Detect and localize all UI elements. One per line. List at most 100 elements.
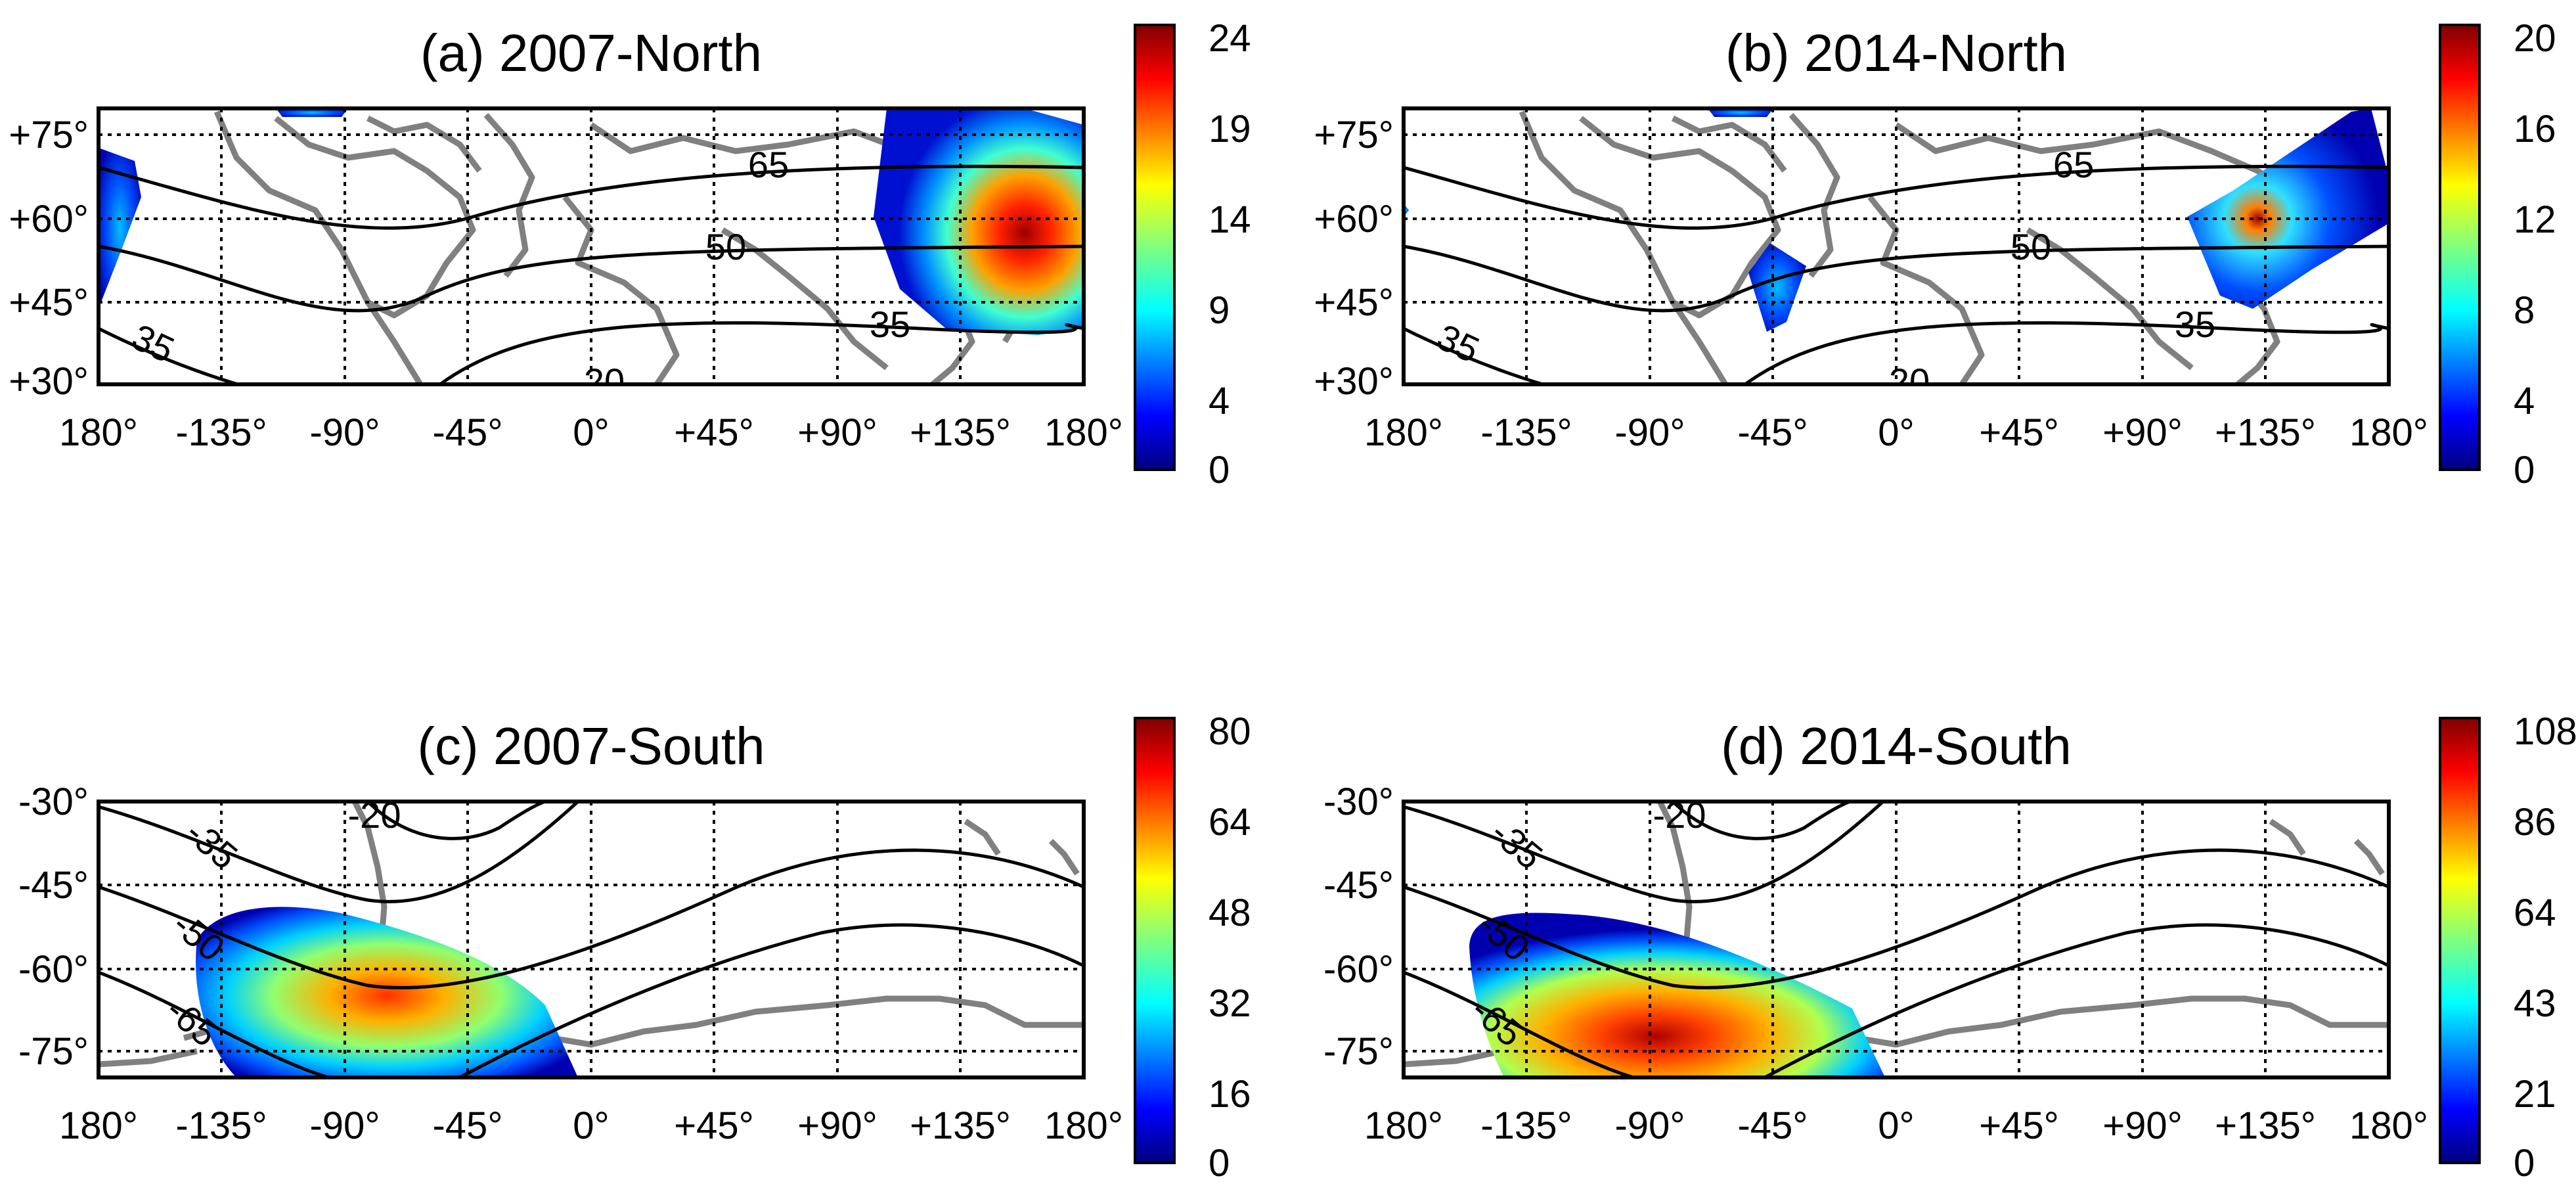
- map-frame: [97, 800, 1086, 1079]
- lon-tick-label: +90°: [797, 1104, 877, 1147]
- lat-tick-label: -75°: [18, 1030, 89, 1073]
- colorbar-gradient: [2439, 24, 2481, 471]
- map-frame: [1402, 106, 2391, 386]
- grid: [1404, 802, 2389, 1077]
- colorbar-gradient: [1134, 24, 1176, 471]
- contour-label: -35: [178, 811, 245, 877]
- lon-tick-label: 180°: [2349, 411, 2428, 454]
- contour-label: 50: [2010, 226, 2051, 267]
- lat-ticks: -30° -45° -60° -75°: [1323, 780, 1394, 1073]
- lon-tick-label: +90°: [2102, 1104, 2183, 1147]
- lon-ticks: 180° -135° -90° -45° 0° +45° +90° +135° …: [59, 411, 1123, 454]
- panel-title: (c) 2007-South: [417, 717, 765, 775]
- lon-tick-label: +45°: [674, 411, 754, 454]
- colorbar-tick-label: 16: [1209, 1073, 1251, 1116]
- lon-tick-label: +45°: [1979, 411, 2059, 454]
- density-region: [1748, 243, 1806, 332]
- lon-tick-label: 180°: [59, 411, 138, 454]
- colorbar: 80 64 48 32 16 0: [1134, 710, 1251, 1185]
- colorbar-tick-label: 16: [2514, 108, 2556, 150]
- lon-tick-label: -90°: [309, 411, 380, 454]
- coastlines: [1519, 110, 2389, 384]
- colorbar-tick-label: 4: [2514, 380, 2535, 422]
- colorbar-tick-label: 12: [2514, 198, 2556, 241]
- contour-label: 65: [748, 144, 789, 185]
- colorbar-tick-label: 64: [2514, 892, 2556, 934]
- lon-tick-label: -45°: [1737, 411, 1808, 454]
- lat-ticks: +75° +60° +45° +30°: [9, 114, 89, 403]
- lat-tick-label: -30°: [18, 780, 89, 823]
- lon-tick-label: -45°: [432, 411, 502, 454]
- colorbar-tick-label: 43: [2514, 982, 2556, 1025]
- contours: [99, 164, 1084, 384]
- lon-ticks: 180° -135° -90° -45° 0° +45° +90° +135° …: [59, 1104, 1123, 1147]
- colorbar-tick-label: 4: [1209, 380, 1230, 422]
- panel-c: (c) 2007-South -20 -35: [18, 710, 1251, 1185]
- colorbar-tick-label: 24: [1209, 17, 1251, 60]
- lon-tick-label: +135°: [2215, 411, 2316, 454]
- lon-tick-label: +90°: [797, 411, 877, 454]
- lon-tick-label: -45°: [1737, 1104, 1808, 1147]
- lon-tick-label: -135°: [175, 411, 267, 454]
- colorbar-tick-label: 8: [2514, 289, 2535, 332]
- colorbar-tick-label: 20: [2514, 17, 2556, 60]
- contour-label: 20: [1889, 361, 1930, 402]
- contours: [1404, 802, 2389, 1077]
- lon-tick-label: -135°: [1480, 411, 1572, 454]
- lat-tick-label: -45°: [18, 864, 89, 907]
- lon-tick-label: -90°: [309, 1104, 380, 1147]
- lat-tick-label: +75°: [9, 114, 89, 156]
- colorbar-tick-label: 108: [2514, 710, 2576, 753]
- lon-tick-label: 0°: [573, 1104, 609, 1147]
- lat-tick-label: +60°: [9, 198, 89, 240]
- colorbar-tick-label: 19: [1209, 108, 1251, 150]
- lat-ticks: -30° -45° -60° -75°: [18, 780, 89, 1073]
- panel-d: (d) 2014-South -20 -35: [1323, 710, 2576, 1185]
- density-region: [276, 108, 348, 117]
- lon-tick-label: 180°: [1044, 1104, 1123, 1147]
- map-area: -20 -35 -50 -65: [99, 794, 1084, 1077]
- colorbar-tick-label: 14: [1209, 198, 1251, 241]
- lon-tick-label: 180°: [2349, 1104, 2428, 1147]
- panel-a: (a) 2007-North: [9, 17, 1251, 491]
- colorbar-tick-label: 21: [2514, 1073, 2556, 1116]
- map-area: 65 50 35 35 20: [99, 108, 1084, 402]
- panel-b: (b) 2014-North: [1314, 17, 2556, 491]
- colorbar: 20 16 12 8 4 0: [2439, 17, 2556, 491]
- lat-tick-label: +45°: [1314, 281, 1394, 324]
- lat-tick-label: +30°: [1314, 360, 1394, 403]
- lon-tick-label: 0°: [1878, 1104, 1914, 1147]
- contour-label: -35: [1483, 811, 1550, 877]
- colorbar-gradient: [1134, 717, 1176, 1164]
- map-area: -20 -35 -50 -65: [1404, 794, 2389, 1077]
- contour-label: 35: [2175, 304, 2215, 345]
- panel-title: (b) 2014-North: [1725, 24, 2067, 82]
- lon-tick-label: +135°: [2215, 1104, 2316, 1147]
- contour-label: -20: [1653, 794, 1706, 836]
- panel-title: (a) 2007-North: [420, 24, 762, 82]
- lon-tick-label: 0°: [1878, 411, 1914, 454]
- map-frame: [1402, 800, 2391, 1079]
- contour-label: -20: [348, 794, 401, 836]
- colorbar-gradient: [2439, 717, 2481, 1164]
- lon-tick-label: 0°: [573, 411, 609, 454]
- lat-tick-label: +75°: [1314, 114, 1394, 156]
- lon-tick-label: +45°: [1979, 1104, 2059, 1147]
- contour-label: 20: [584, 361, 625, 402]
- lat-tick-label: +60°: [1314, 198, 1394, 240]
- lat-tick-label: +45°: [9, 281, 89, 324]
- colorbar: 108 86 64 43 21 0: [2439, 710, 2576, 1185]
- contours: [99, 802, 1084, 1077]
- lat-tick-label: -60°: [18, 948, 89, 991]
- colorbar-tick-label: 9: [1209, 289, 1230, 332]
- lat-tick-label: -30°: [1323, 780, 1394, 823]
- lat-tick-label: -45°: [1323, 864, 1394, 907]
- panel-title: (d) 2014-South: [1721, 717, 2072, 775]
- colorbar-tick-label: 86: [2514, 801, 2556, 844]
- density-region: [2187, 108, 2389, 309]
- colorbar-tick-label: 32: [1209, 982, 1251, 1025]
- lon-tick-label: -45°: [432, 1104, 502, 1147]
- colorbar-tick-label: 48: [1209, 892, 1251, 934]
- lon-tick-label: 180°: [1364, 411, 1443, 454]
